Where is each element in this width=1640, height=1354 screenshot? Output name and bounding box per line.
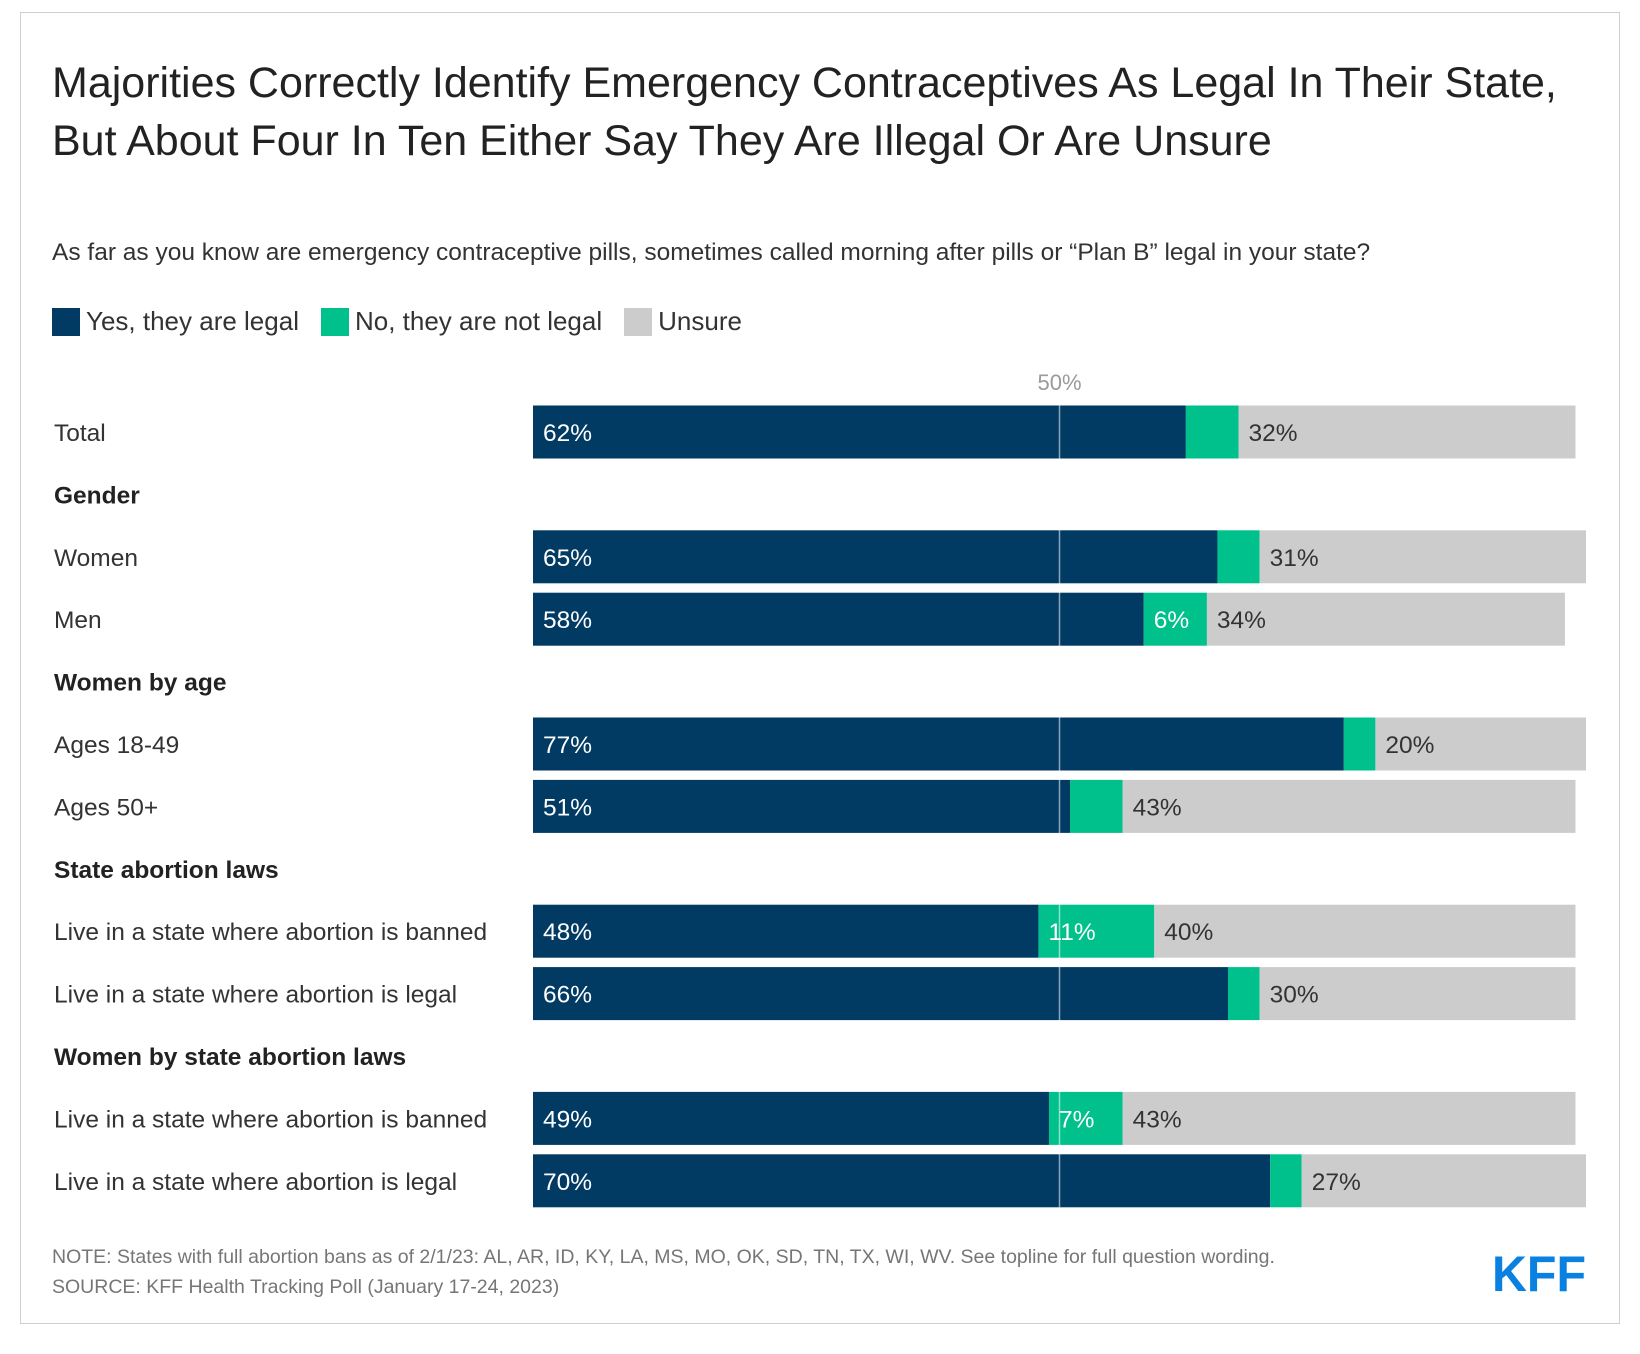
- bar-segment-unsure: [1122, 1091, 1576, 1145]
- chart-subtitle: As far as you know are emergency contrac…: [52, 239, 1371, 266]
- data-label-yes: 51%: [543, 794, 592, 821]
- bar-segment-yes: [533, 967, 1228, 1021]
- bar-segment-yes: [533, 779, 1071, 833]
- footer-source: SOURCE: KFF Health Tracking Poll (Januar…: [52, 1276, 560, 1298]
- row-label: Live in a state where abortion is legal: [54, 982, 457, 1009]
- bar-segment-unsure: [1259, 530, 1586, 584]
- data-label-yes: 62%: [543, 420, 592, 447]
- kff-logo-text: KFF: [1492, 1251, 1586, 1295]
- legend-item-yes: Yes, they are legal: [52, 306, 299, 337]
- bar-segment-yes: [533, 1154, 1271, 1208]
- data-label-yes: 48%: [543, 919, 592, 946]
- legend-item-no: No, they are not legal: [320, 306, 603, 337]
- bar-segment-unsure: [1238, 405, 1576, 459]
- data-label-unsure: 34%: [1217, 607, 1266, 634]
- row-label: Live in a state where abortion is legal: [54, 1169, 457, 1196]
- bar-segment-no: [1343, 717, 1376, 771]
- reference-line-label: 50%: [1037, 370, 1081, 395]
- row-label: Ages 18-49: [54, 732, 179, 759]
- legend: Yes, they are legal No, they are not leg…: [52, 306, 742, 337]
- bar-segment-no: [1143, 592, 1207, 646]
- bar-segment-yes: [533, 904, 1039, 958]
- data-label-yes: 49%: [543, 1106, 592, 1133]
- data-label-unsure: 40%: [1164, 919, 1213, 946]
- row-label: Women: [54, 545, 138, 572]
- data-label-unsure: 43%: [1133, 794, 1182, 821]
- legend-label-no: No, they are not legal: [354, 306, 603, 336]
- bar-segment-no: [1270, 1154, 1302, 1208]
- bar-segment-yes: [533, 717, 1344, 771]
- row-label: Ages 50+: [54, 794, 158, 821]
- data-label-unsure: 30%: [1270, 982, 1319, 1009]
- chart-title: Majorities Correctly Identify Emergency …: [52, 59, 1557, 165]
- data-label-yes: 77%: [543, 732, 592, 759]
- bar-segment-yes: [533, 405, 1186, 459]
- bar-segment-no: [1038, 904, 1155, 958]
- footer: NOTE: States with full abortion bans as …: [52, 1242, 1275, 1302]
- bar-segment-no: [1185, 405, 1239, 459]
- data-label-yes: 66%: [543, 982, 592, 1009]
- bar-segment-yes: [533, 1091, 1049, 1145]
- legend-swatch-yes: [52, 307, 80, 336]
- data-label-yes: 58%: [543, 607, 592, 634]
- bar-segment-yes: [533, 592, 1144, 646]
- row-label: Live in a state where abortion is banned: [54, 919, 487, 946]
- group-header: Women by age: [54, 670, 226, 697]
- row-label: Total: [54, 420, 106, 447]
- legend-label-unsure: Unsure: [658, 306, 742, 336]
- data-label-yes: 70%: [543, 1169, 592, 1196]
- group-header: Gender: [54, 482, 140, 509]
- data-label-unsure: 20%: [1385, 732, 1434, 759]
- data-label-no: 6%: [1154, 607, 1189, 634]
- data-label-unsure: 43%: [1133, 1106, 1182, 1133]
- bar-segment-unsure: [1206, 592, 1565, 646]
- bar-segment-unsure: [1259, 967, 1576, 1021]
- bar-segment-no: [1070, 779, 1123, 833]
- row-label: Live in a state where abortion is banned: [54, 1106, 487, 1133]
- data-label-unsure: 32%: [1249, 420, 1298, 447]
- data-label-no: 11%: [1048, 919, 1095, 946]
- bar-segment-no: [1227, 967, 1260, 1021]
- footer-note: NOTE: States with full abortion bans as …: [52, 1246, 1275, 1268]
- bar-segment-unsure: [1154, 904, 1576, 958]
- legend-swatch-unsure: [624, 307, 653, 336]
- bar-segment-yes: [533, 530, 1218, 584]
- data-label-yes: 65%: [543, 545, 592, 572]
- group-header: State abortion laws: [54, 857, 279, 884]
- data-label-unsure: 27%: [1312, 1169, 1361, 1196]
- bar-segment-no: [1048, 1091, 1123, 1145]
- data-label-unsure: 31%: [1270, 545, 1319, 572]
- row-label: Men: [54, 607, 102, 634]
- bar-segment-unsure: [1375, 717, 1586, 771]
- bar-segment-unsure: [1122, 779, 1576, 833]
- legend-label-yes: Yes, they are legal: [86, 306, 299, 336]
- bar-segment-no: [1217, 530, 1260, 584]
- data-label-no: 7%: [1059, 1106, 1094, 1133]
- bar-segment-unsure: [1301, 1154, 1586, 1208]
- group-header: Women by state abortion laws: [54, 1044, 406, 1071]
- legend-item-unsure: Unsure: [624, 306, 742, 337]
- kff-logo: KFF: [1492, 1251, 1586, 1295]
- chart-frame: [20, 12, 1620, 1324]
- legend-swatch-no: [320, 307, 349, 336]
